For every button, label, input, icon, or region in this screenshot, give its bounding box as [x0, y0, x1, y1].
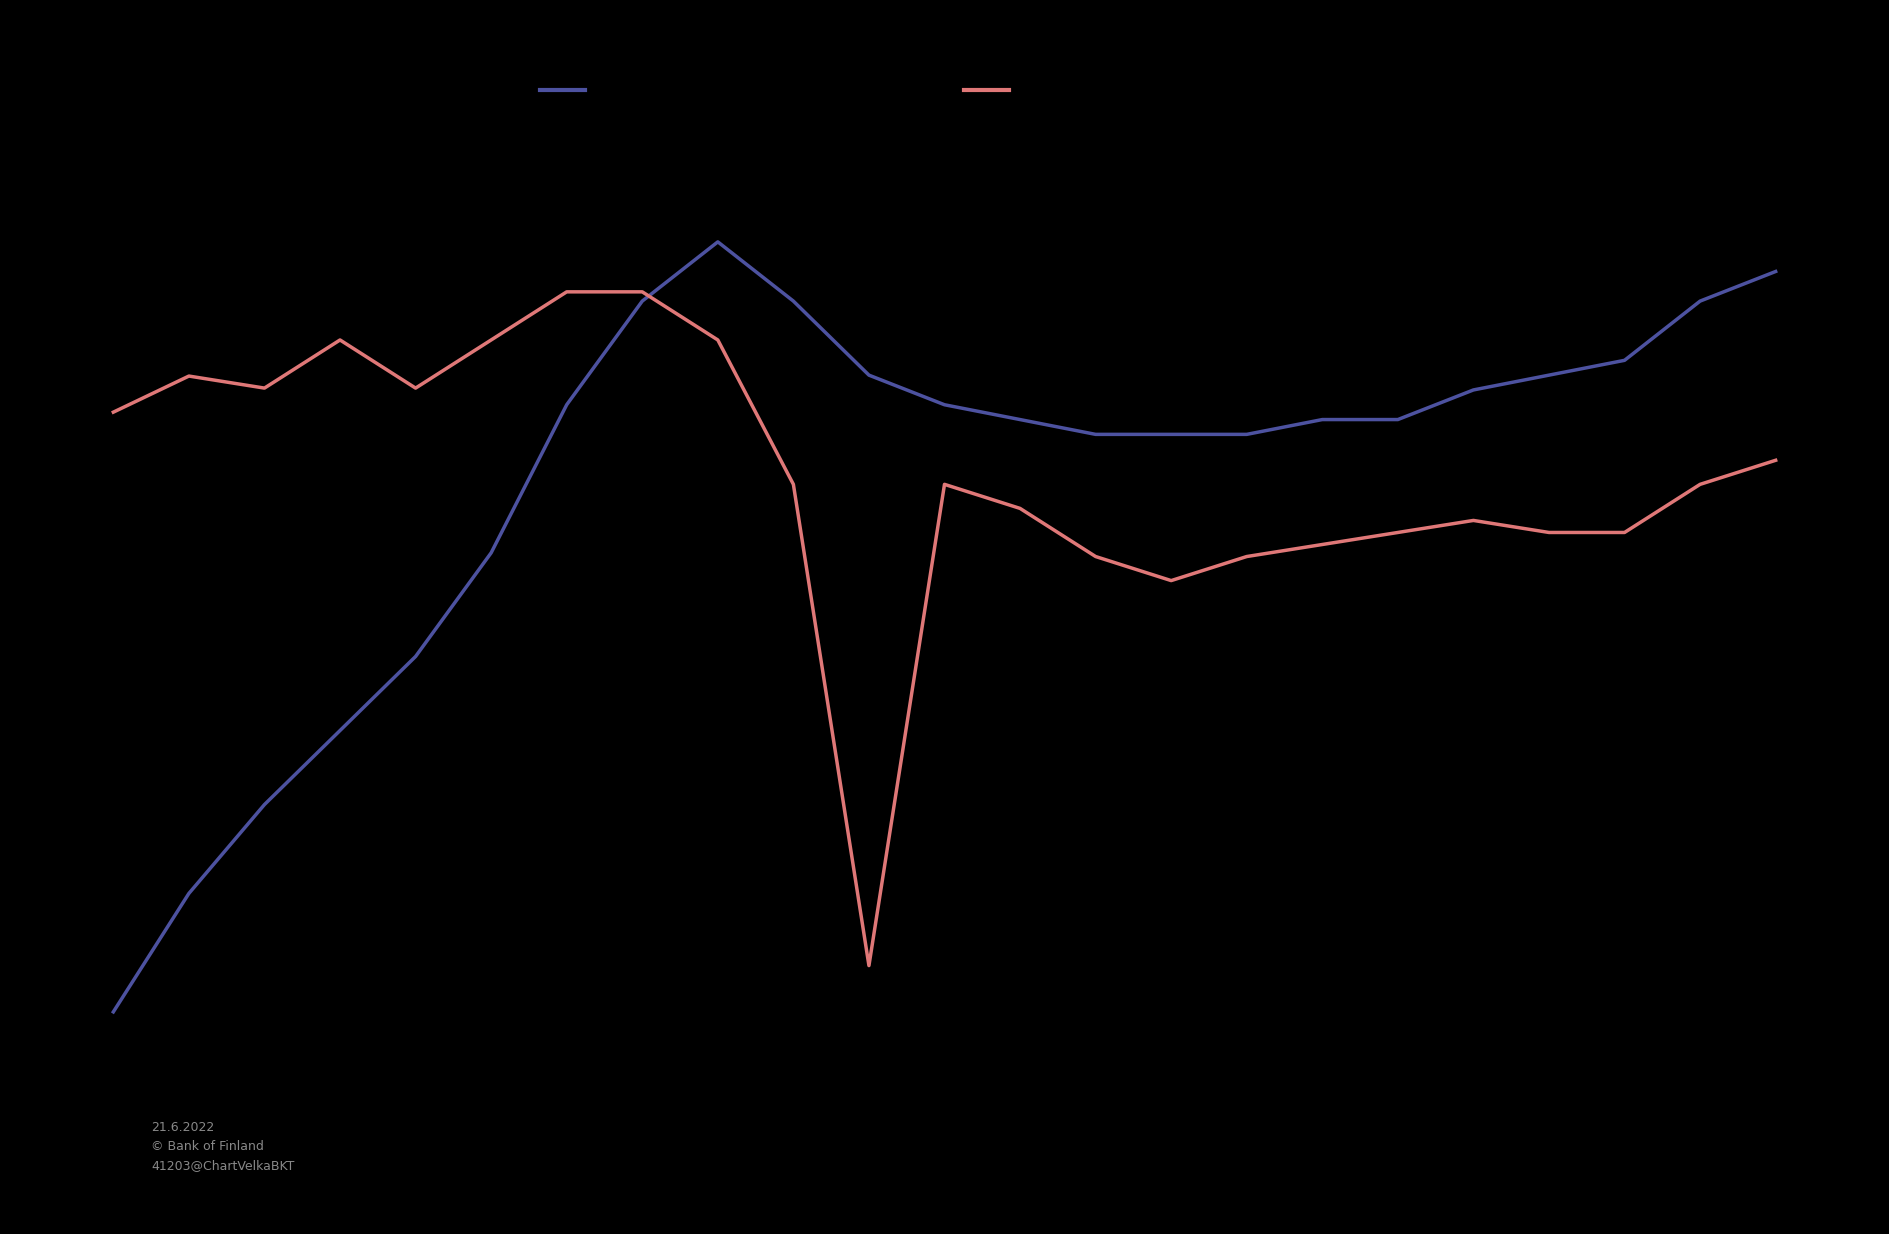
Text: 21.6.2022
© Bank of Finland
41203@ChartVelkaBKT: 21.6.2022 © Bank of Finland 41203@ChartV…: [151, 1122, 295, 1172]
Legend: Household debt-to-income ratio, %, Annual change in household debt, %: Household debt-to-income ratio, %, Annua…: [533, 75, 1356, 107]
